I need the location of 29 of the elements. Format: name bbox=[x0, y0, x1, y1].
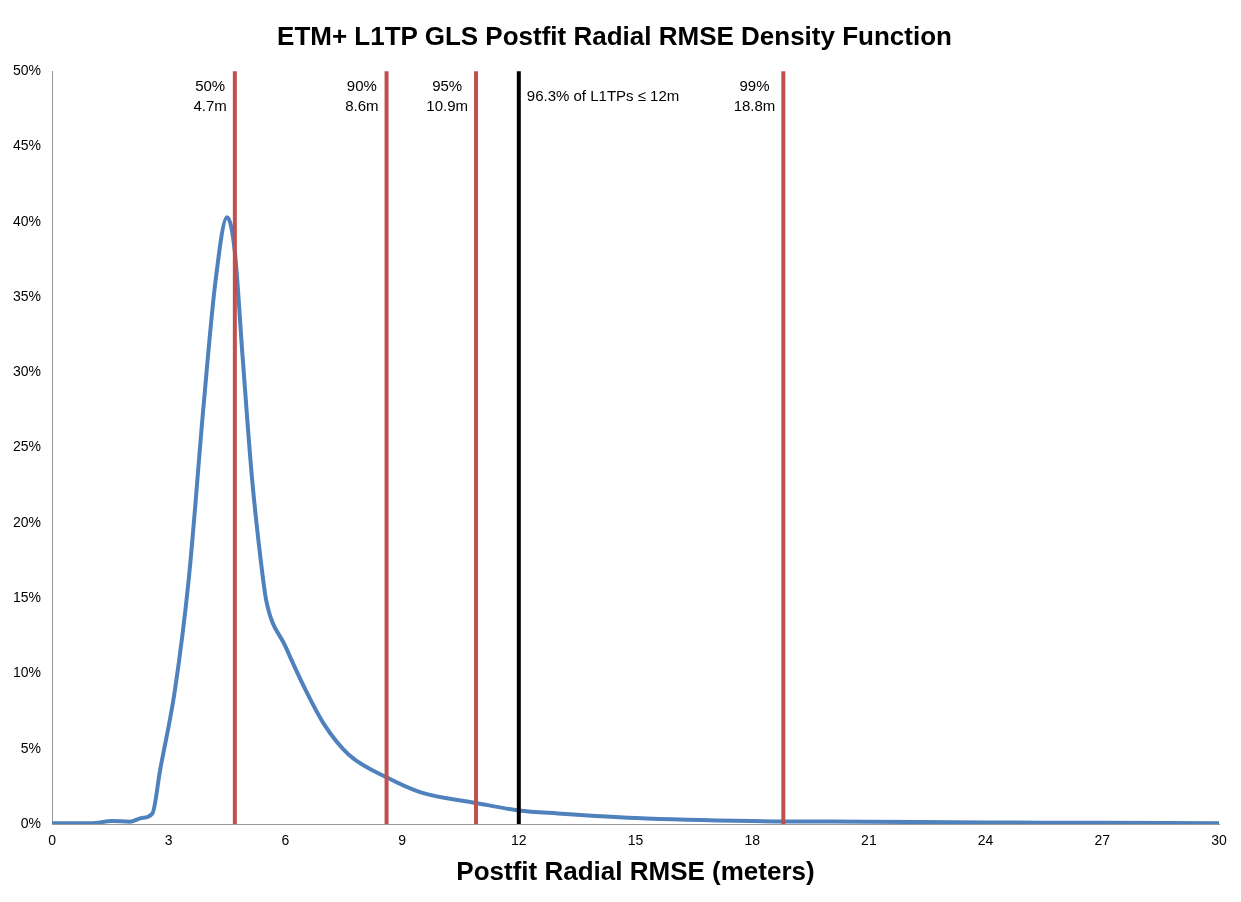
y-tick-label: 45% bbox=[12, 137, 42, 154]
y-tick-label: 5% bbox=[20, 739, 42, 756]
x-tick-label: 21 bbox=[861, 832, 877, 849]
x-tick-label: 27 bbox=[1094, 832, 1111, 849]
y-tick-label: 20% bbox=[12, 513, 42, 530]
y-tick-label: 0% bbox=[20, 814, 42, 831]
ref-line-label: 96.3% of L1TPs ≤ 12m bbox=[526, 86, 680, 104]
x-tick-label: 15 bbox=[627, 832, 644, 849]
x-tick-label: 9 bbox=[398, 832, 407, 849]
ref-line-label: 99% 18.8m bbox=[733, 76, 776, 114]
chart-title: ETM+ L1TP GLS Postfit Radial RMSE Density Function bbox=[277, 20, 952, 51]
x-axis-title: Postfit Radial RMSE (meters) bbox=[456, 855, 815, 886]
x-tick-label: 0 bbox=[48, 832, 57, 849]
y-tick-label: 10% bbox=[12, 664, 42, 681]
x-tick-label: 3 bbox=[164, 832, 173, 849]
ref-line-label: 50% 4.7m bbox=[193, 76, 227, 114]
ref-line-label: 95% 10.9m bbox=[426, 76, 469, 114]
x-tick-label: 6 bbox=[281, 832, 290, 849]
ref-line-label: 90% 8.6m bbox=[345, 76, 379, 114]
y-tick-label: 25% bbox=[12, 438, 42, 455]
x-tick-label: 30 bbox=[1211, 832, 1227, 849]
y-tick-label: 15% bbox=[12, 589, 42, 606]
y-tick-label: 35% bbox=[12, 287, 42, 304]
x-tick-label: 24 bbox=[977, 832, 994, 849]
x-tick-label: 18 bbox=[744, 832, 761, 849]
y-tick-label: 40% bbox=[12, 212, 42, 229]
x-tick-label: 12 bbox=[511, 832, 527, 849]
y-tick-label: 50% bbox=[12, 62, 42, 79]
y-tick-label: 30% bbox=[12, 363, 42, 380]
